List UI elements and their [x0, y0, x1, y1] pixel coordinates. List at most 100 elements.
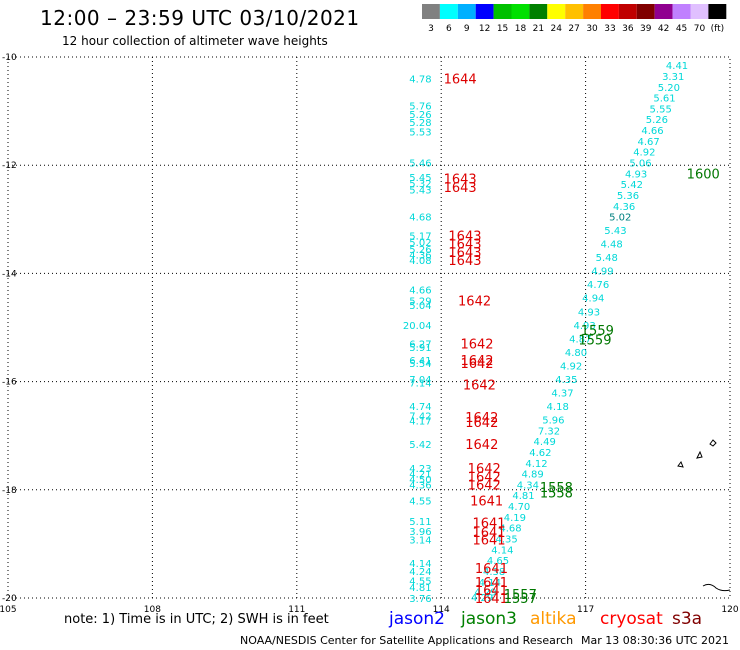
wave-height-label: 4.65	[487, 556, 509, 567]
footer-credit: NOAA/NESDIS Center for Satellite Applica…	[240, 634, 574, 647]
wave-height-label: 3.76	[409, 594, 431, 605]
wave-height-label: 4.41	[666, 61, 688, 72]
pass-time-label: 1641	[475, 584, 508, 599]
wave-height-label: 4.62	[529, 448, 551, 459]
colorbar-cell	[547, 4, 566, 19]
y-tick-label: -10	[2, 53, 17, 63]
pass-time-label: 1642	[465, 416, 498, 431]
wave-height-label: 4.76	[587, 280, 609, 291]
wave-height-label: 7.14	[409, 379, 431, 390]
wave-height-label: 4.19	[504, 513, 526, 524]
pass-time-label: 1558	[540, 487, 573, 502]
pass-time-label: 1557	[504, 592, 537, 607]
map-frame	[7, 56, 731, 599]
wave-height-label: 4.55	[409, 577, 431, 588]
map-subtitle: 12 hour collection of altimeter wave hei…	[62, 34, 328, 48]
wave-height-label: 4.68	[409, 213, 431, 224]
wave-height-label: 5.42	[409, 440, 431, 451]
colorbar-label: 12	[479, 24, 490, 34]
wave-height-label: 5.91	[409, 343, 431, 354]
mission-cryosat: cryosat	[600, 609, 663, 629]
wave-height-label: 5.96	[542, 415, 564, 426]
colorbar-cell	[475, 4, 494, 19]
colorbar-label: 18	[515, 24, 527, 34]
pass-time-label: 1559	[578, 333, 611, 348]
pass-time-label: 1642	[460, 354, 493, 369]
wave-height-label: 4.34	[517, 480, 539, 491]
x-tick-label: 105	[0, 605, 17, 615]
wave-height-label: 6.41	[409, 356, 431, 367]
x-tick-label: 117	[577, 605, 594, 615]
colorbar-cell	[529, 4, 548, 19]
y-tick-label: -12	[2, 161, 17, 171]
wave-height-label: 4.14	[479, 578, 501, 589]
wave-height-label: 4.92	[560, 361, 582, 372]
colorbar-cell	[422, 4, 440, 19]
colorbar-label: 39	[640, 24, 652, 34]
colorbar-label: 33	[604, 24, 615, 34]
wave-height-label: 5.45	[409, 173, 431, 184]
wave-height-label: 5.43	[604, 226, 626, 237]
pass-time-label: 1643	[444, 181, 477, 196]
colorbar-cell	[672, 4, 691, 19]
wave-height-label: 4.21	[409, 470, 431, 481]
wave-height-label: 4.67	[638, 137, 660, 148]
wave-height-label: 4.17	[409, 417, 431, 428]
pass-time-label: 1641	[475, 576, 508, 591]
pass-time-label: 1642	[458, 294, 491, 309]
colorbar-label: 70	[694, 24, 706, 34]
wave-height-label: 4.78	[409, 75, 431, 86]
colorbar-cell	[511, 4, 530, 19]
pass-time-label: 1641	[470, 495, 503, 510]
colorbar-label: 9	[464, 24, 470, 34]
pass-time-label: 1643	[448, 230, 481, 245]
wave-height-label: 5.26	[409, 110, 431, 121]
wave-height-label: 5.11	[409, 517, 431, 528]
wave-height-label: 20.04	[403, 321, 432, 332]
colorbar-cell	[690, 4, 709, 19]
wave-height-label: 4.37	[551, 388, 573, 399]
wave-height-label: 3.14	[409, 536, 431, 547]
wave-height-label: 5.42	[621, 180, 643, 191]
pass-time-label: 1642	[463, 378, 496, 393]
colorbar-label: 45	[676, 24, 687, 34]
wave-height-label: 5.55	[650, 104, 672, 115]
mission-altika: altika	[530, 609, 577, 629]
wave-height-label: 5.26	[409, 245, 431, 256]
wave-height-label: 5.36	[617, 191, 639, 202]
colorbar-cell	[708, 4, 727, 19]
island-shape	[677, 460, 684, 468]
colorbar-cell	[439, 4, 458, 19]
pass-time-label: 1643	[444, 173, 477, 188]
pass-time-label: 1644	[444, 73, 477, 88]
pass-time-label: 1642	[468, 470, 501, 485]
x-tick-label: 120	[721, 605, 738, 615]
map-title: 12:00 – 23:59 UTC 03/10/2021	[40, 6, 360, 30]
wave-height-label: 4.74	[409, 402, 431, 413]
island-shape	[696, 450, 703, 459]
colorbar-label: 36	[622, 24, 634, 34]
colorbar-cell	[565, 4, 584, 19]
footer-timestamp: Mar 13 08:30:36 UTC 2021	[581, 634, 729, 647]
wave-height-label: 4.92	[633, 148, 655, 159]
colorbar-label: 3	[428, 24, 434, 34]
wave-height-label: 5.48	[596, 253, 618, 264]
wave-height-label: 4.89	[522, 470, 544, 481]
pass-time-label: 1643	[448, 254, 481, 269]
wave-height-label: 5.61	[653, 94, 675, 105]
wave-height-label: 4.36	[409, 250, 431, 261]
wave-height-label: 4.12	[525, 459, 547, 470]
wave-height-label: 4.70	[508, 502, 530, 513]
wave-height-label: 4.94	[582, 294, 604, 305]
wave-height-label: 4.81	[409, 583, 431, 594]
pass-time-label: 1641	[472, 516, 505, 531]
pass-time-label: 1643	[448, 246, 481, 261]
wave-height-label: 4.36	[409, 480, 431, 491]
colorbar-cell	[636, 4, 655, 19]
colorbar-label: 15	[497, 24, 508, 34]
wave-height-label: 5.20	[658, 83, 680, 94]
y-tick-label: -14	[2, 269, 17, 279]
pass-time-label: 1641	[472, 534, 505, 549]
colorbar-cell	[457, 4, 476, 19]
